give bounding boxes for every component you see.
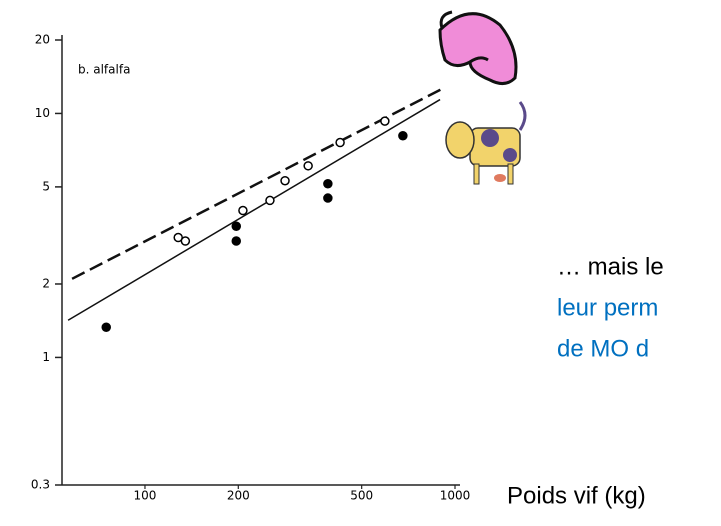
y-tick-label: 10 [35,106,50,120]
x-tick-label: 1000 [440,489,471,503]
point [304,162,312,170]
point [266,196,274,204]
point [102,323,110,331]
point [381,117,389,125]
point [336,139,344,147]
y-tick-label: 2 [42,276,50,290]
slide-text: leur perm [557,294,658,321]
slide-text: de MO d [557,335,649,362]
x-tick-label: 200 [227,489,250,503]
point [399,132,407,140]
slide-text: … mais le [557,253,664,280]
point [324,180,332,188]
cow-icon [446,102,525,184]
y-tick-label: 1 [42,350,50,364]
horse-icon [440,12,516,84]
point [239,207,247,215]
x-tick-label: 100 [134,489,157,503]
point [181,237,189,245]
y-tick-label: 20 [35,33,50,47]
point [324,194,332,202]
point [232,237,240,245]
page: b. alfalfa Poids vif (kg) 0.3 1 2 5 10 20 100 2… [0,0,721,526]
point [232,222,240,230]
x-tick-label: 500 [350,489,373,503]
fit-line [68,100,440,321]
y-tick-label: 5 [42,179,50,193]
slide: b. alfalfa Poids vif (kg) 0.3 1 2 5 10 20 100 2… [0,0,721,526]
point [281,177,289,185]
x-axis-label: Poids vif (kg) [507,482,646,509]
fit-line [72,87,445,279]
annotation: b. alfalfa [78,63,130,77]
y-tick-label: 0.3 [31,478,50,492]
